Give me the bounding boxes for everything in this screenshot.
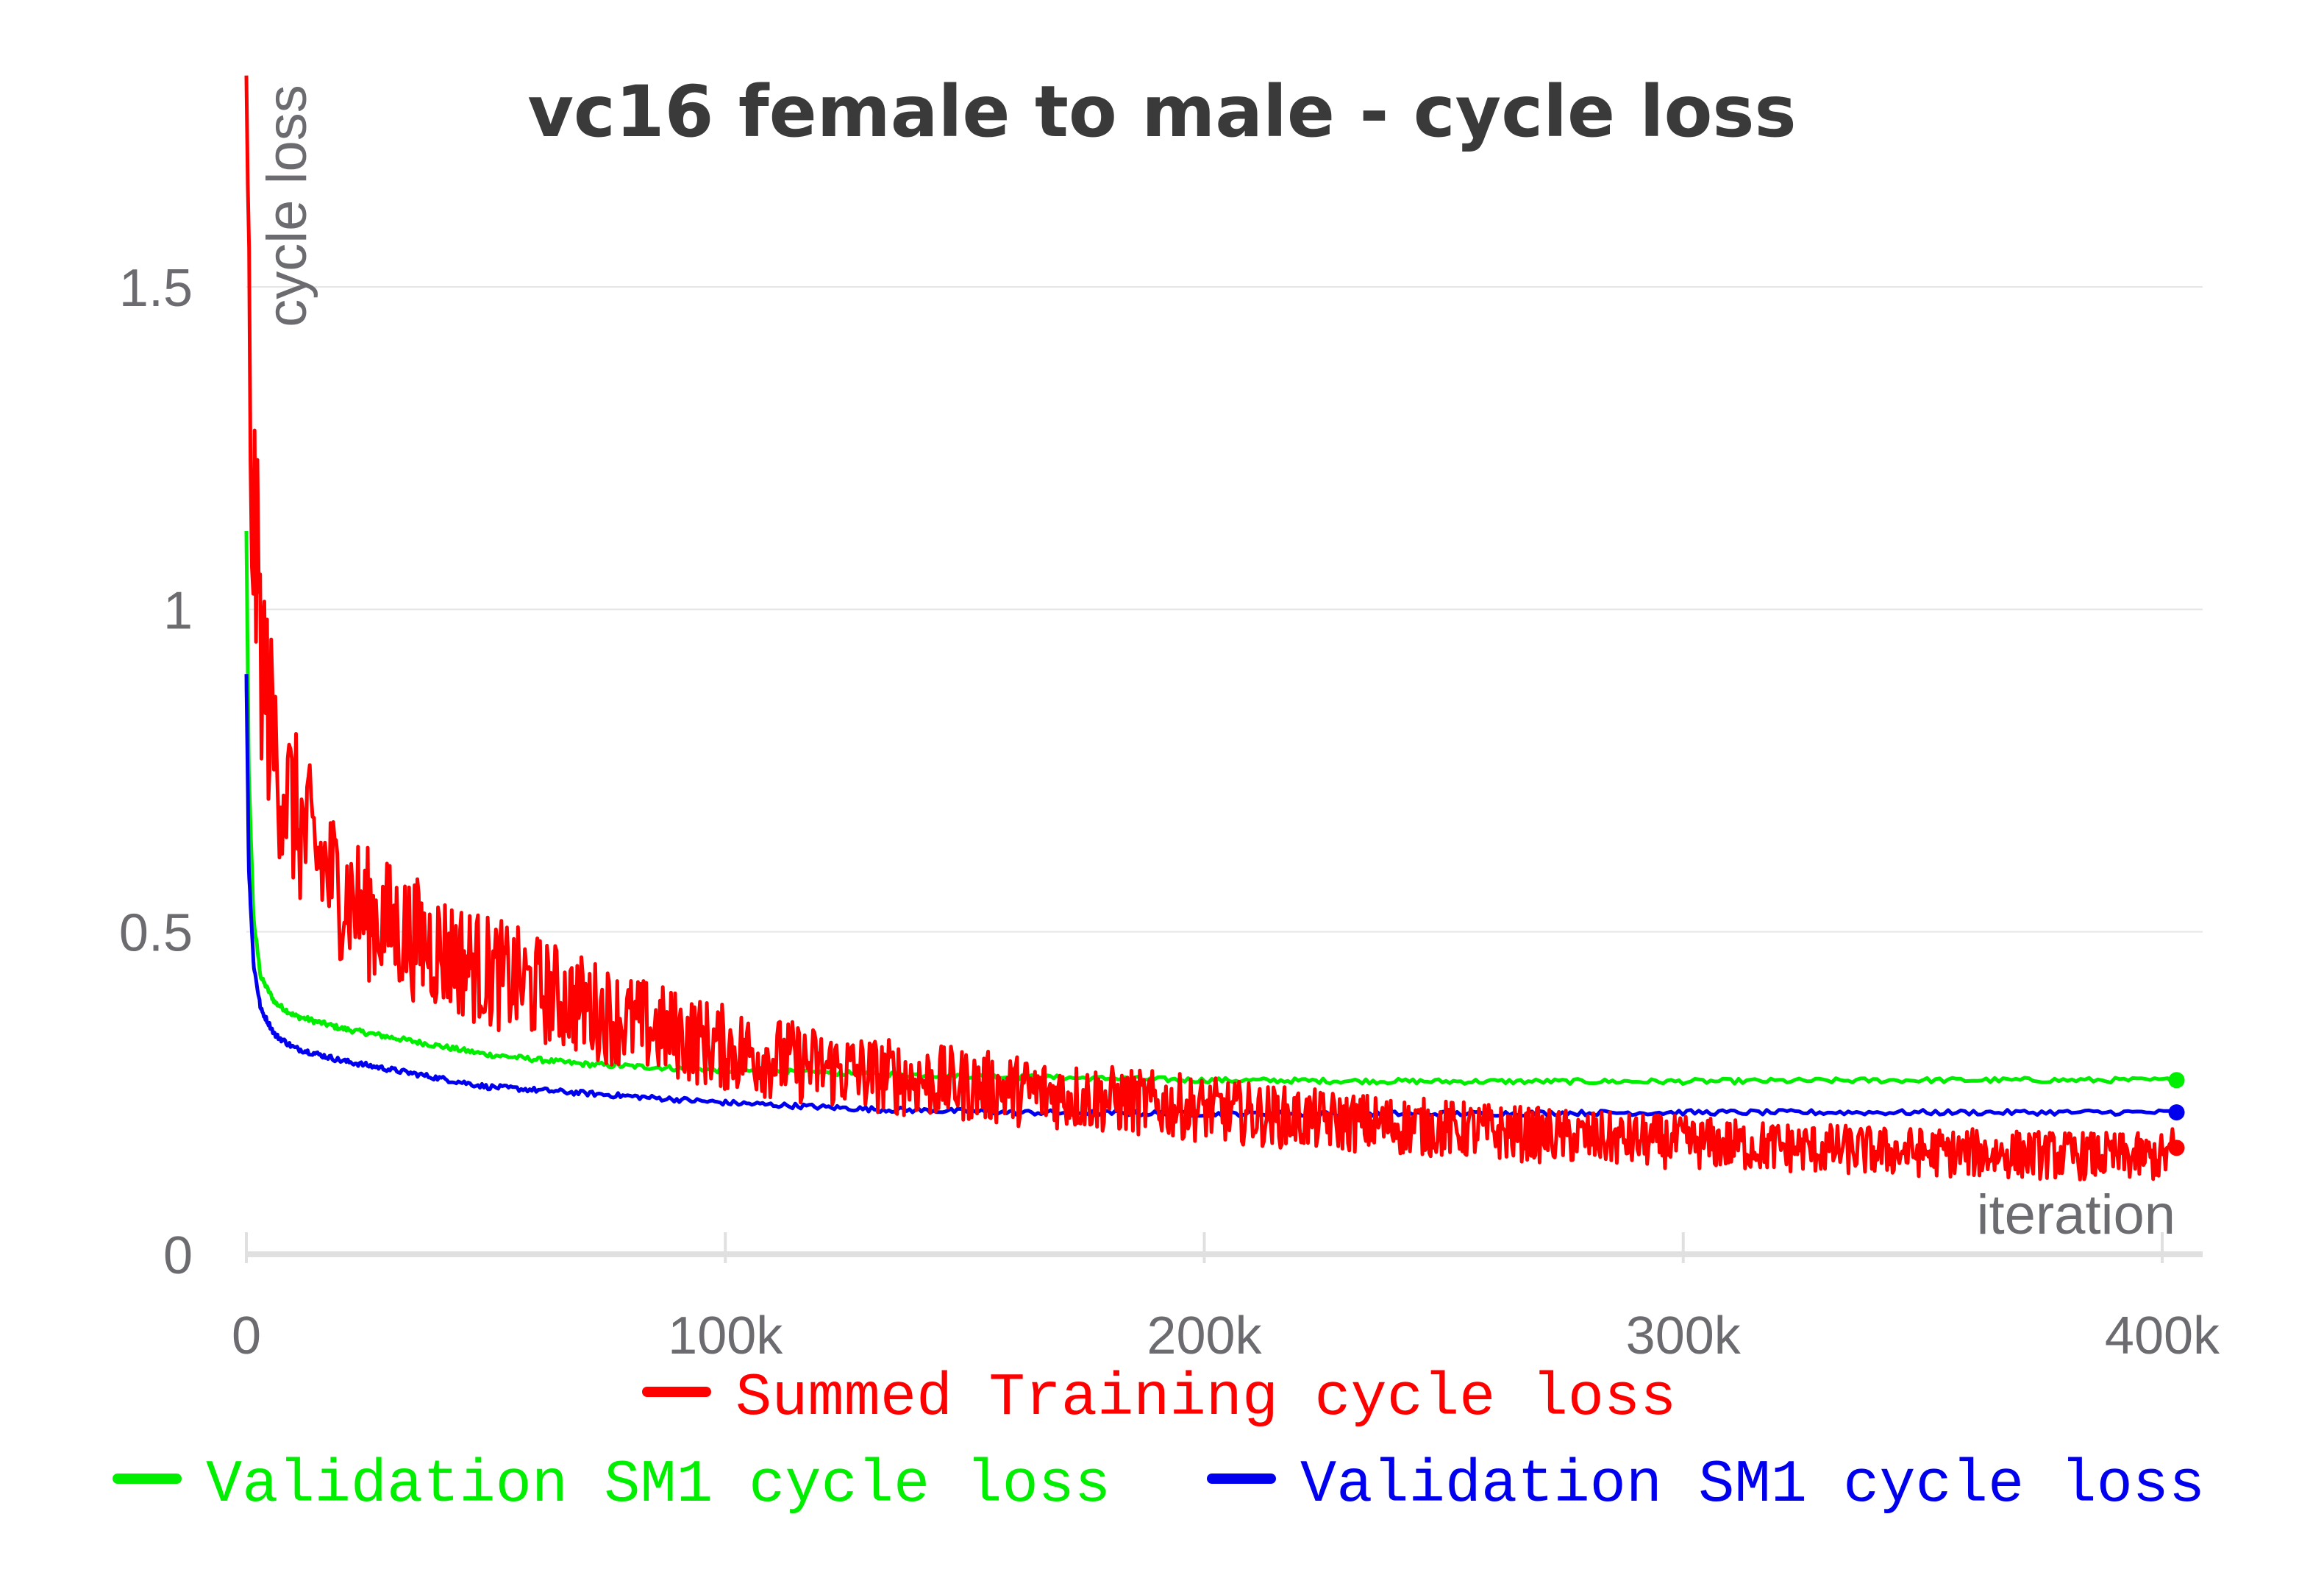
x-tick-label-3: 300k [1626, 1307, 1742, 1365]
legend: Summed Training cycle loss Validation SM1… [113, 1364, 2205, 1519]
x-tick-label-0: 0 [232, 1307, 261, 1365]
series [244, 75, 2185, 1181]
x-ticks: 0 100k 200k 300k 400k [232, 1232, 2220, 1365]
x-tick-label-4: 400k [2105, 1307, 2220, 1365]
y-axis-label: cycle loss [256, 85, 318, 327]
y-tick-label-2: 1 [163, 581, 193, 640]
legend-label-1: Validation SM1 cycle loss [206, 1451, 1111, 1519]
x-axis-label: iteration [1977, 1184, 2175, 1246]
legend-label-0: Summed Training cycle loss [735, 1364, 1676, 1432]
series-endpoint-1 [2168, 1072, 2185, 1089]
series-endpoint-0 [2168, 1140, 2185, 1156]
x-tick-label-2: 200k [1147, 1307, 1262, 1365]
grid [246, 286, 2203, 933]
legend-label-2: Validation SM1 cycle loss [1300, 1451, 2205, 1519]
series-endpoint-2 [2168, 1104, 2185, 1121]
y-tick-label-1: 0.5 [119, 904, 193, 963]
series-line-0 [244, 75, 2178, 1181]
y-tick-label-0: 0 [163, 1226, 193, 1285]
y-ticks: 0 0.5 1 1.5 [119, 259, 193, 1285]
y-tick-label-3: 1.5 [119, 259, 193, 318]
x-tick-label-1: 100k [668, 1307, 783, 1365]
chart-title: vc16 female to male - cycle loss [527, 71, 1796, 153]
series-line-2 [244, 674, 2178, 1118]
